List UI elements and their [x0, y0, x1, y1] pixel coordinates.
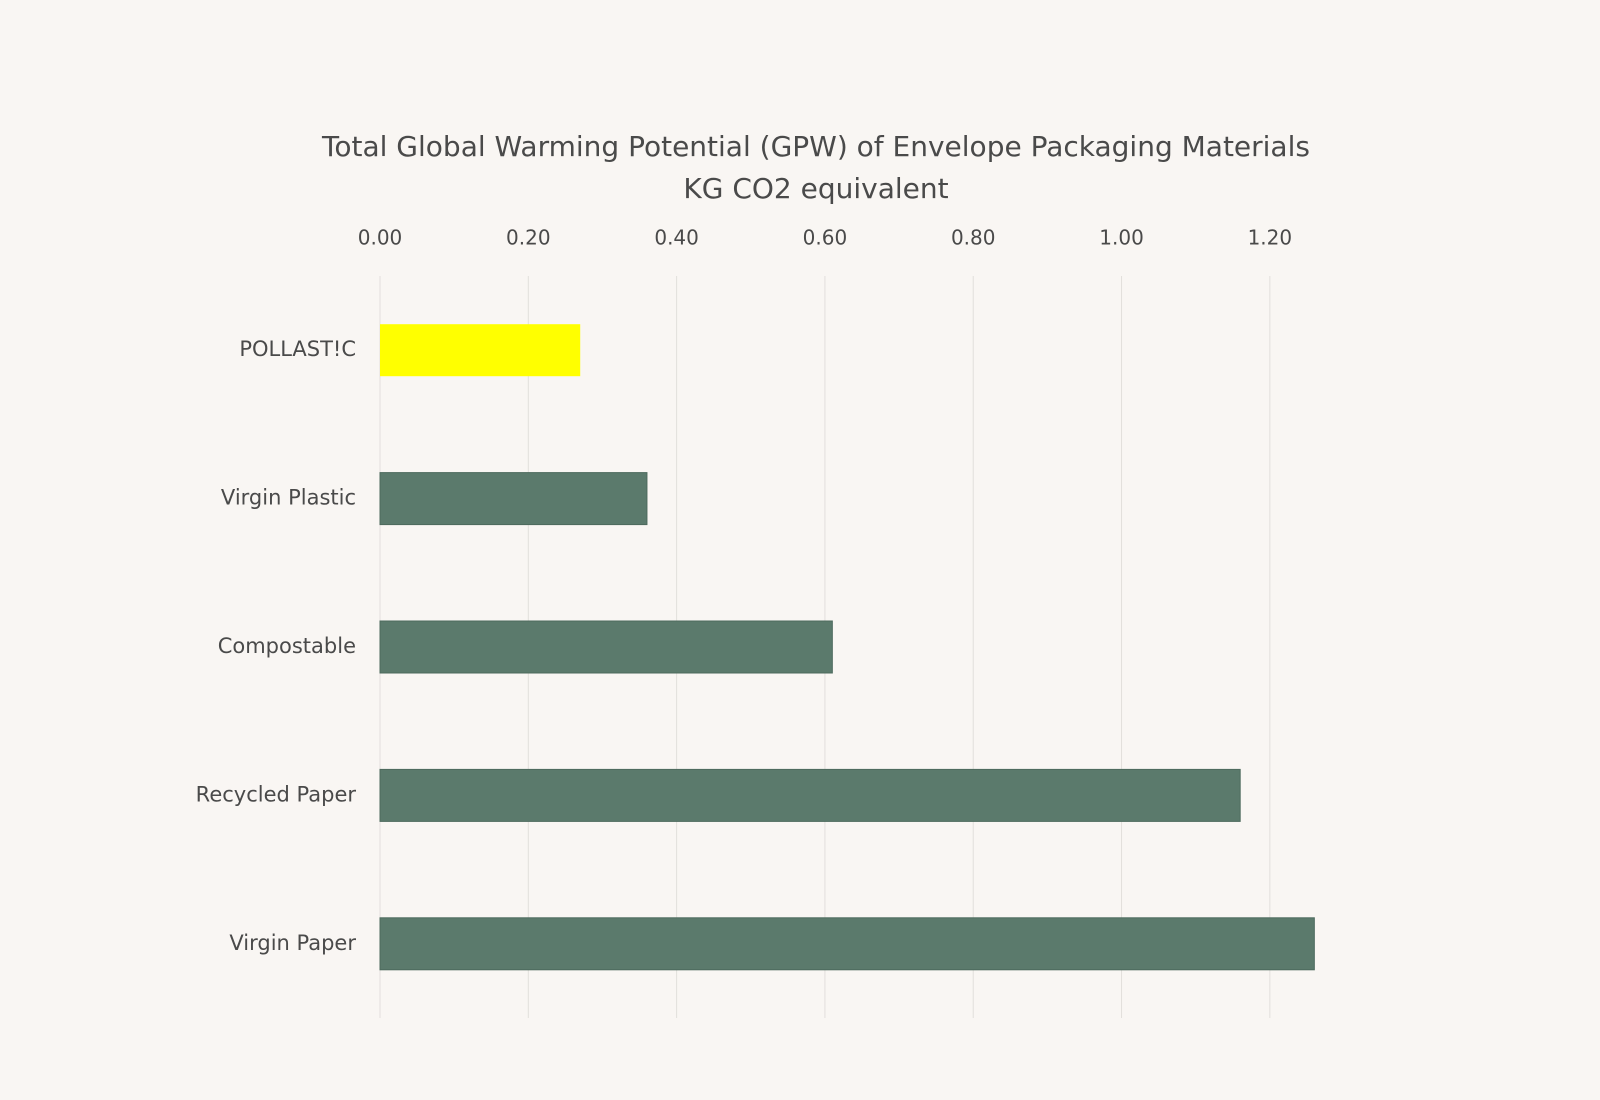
y-tick-label: Compostable: [218, 634, 356, 658]
bar: [380, 324, 581, 377]
x-tick-label: 1.00: [1099, 226, 1144, 250]
chart-title: Total Global Warming Potential (GPW) of …: [321, 130, 1310, 163]
bar: [379, 768, 1241, 822]
y-tick-label: Virgin Paper: [229, 931, 356, 955]
x-tick-label: 1.20: [1248, 226, 1293, 250]
y-tick-label: Virgin Plastic: [221, 486, 356, 510]
x-tick-label: 0.40: [654, 226, 699, 250]
x-tick-label: 0.60: [803, 226, 848, 250]
bar: [379, 917, 1315, 971]
x-tick-label: 0.20: [506, 226, 551, 250]
x-tick-label: 0.00: [358, 226, 403, 250]
y-tick-label: POLLAST!C: [239, 337, 356, 361]
bar: [379, 620, 833, 674]
bar: [379, 472, 648, 526]
y-tick-label: Recycled Paper: [196, 782, 357, 806]
chart-subtitle: KG CO2 equivalent: [683, 172, 948, 205]
x-tick-label: 0.80: [951, 226, 996, 250]
